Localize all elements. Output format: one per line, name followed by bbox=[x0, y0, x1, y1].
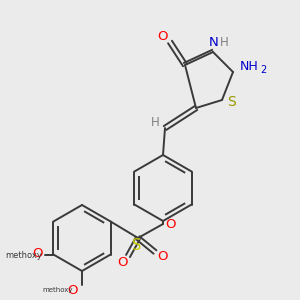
Text: H: H bbox=[220, 37, 228, 50]
Text: methoxy: methoxy bbox=[43, 287, 73, 293]
Text: O: O bbox=[157, 250, 167, 263]
Text: O: O bbox=[68, 284, 78, 296]
Text: 2: 2 bbox=[260, 65, 266, 75]
Text: NH: NH bbox=[240, 59, 258, 73]
Text: N: N bbox=[209, 37, 219, 50]
Text: O: O bbox=[117, 256, 127, 269]
Text: O: O bbox=[158, 29, 168, 43]
Text: O: O bbox=[32, 247, 43, 260]
Text: H: H bbox=[151, 116, 159, 130]
Text: methoxy: methoxy bbox=[5, 251, 42, 260]
Text: O: O bbox=[166, 218, 176, 230]
Text: S: S bbox=[132, 238, 142, 253]
Text: S: S bbox=[226, 95, 236, 109]
